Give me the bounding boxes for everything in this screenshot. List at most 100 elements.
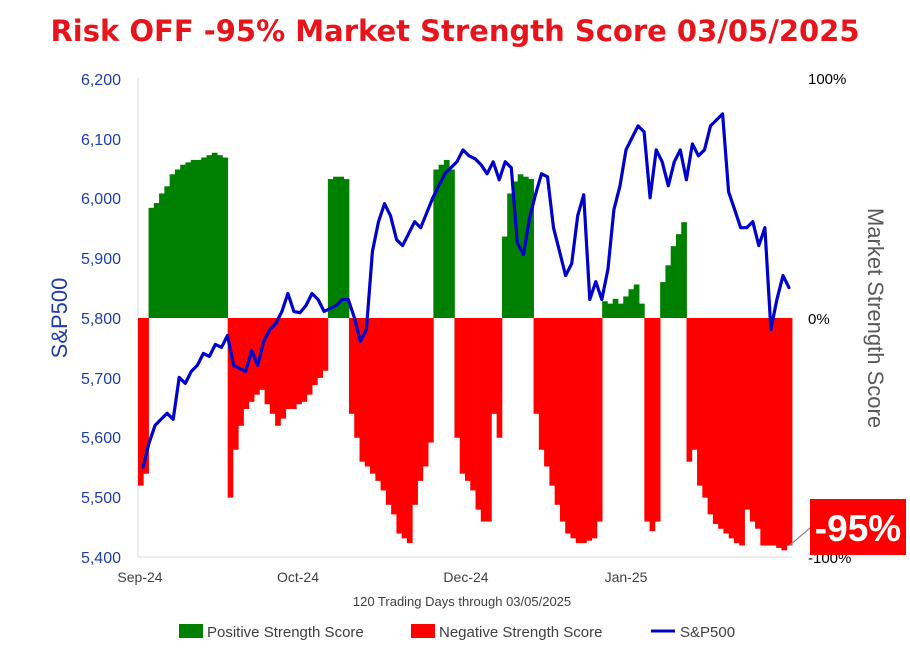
- positive-score-bar: [343, 179, 350, 318]
- negative-score-bar: [412, 318, 418, 505]
- positive-score-bar: [338, 176, 345, 318]
- positive-score-bar: [670, 246, 677, 318]
- negative-score-bar: [364, 318, 371, 467]
- positive-score-bar: [449, 169, 455, 318]
- positive-score-bar: [148, 207, 155, 318]
- negative-score-bar: [232, 318, 239, 450]
- positive-score-bar: [164, 186, 171, 318]
- negative-score-bar: [770, 318, 777, 546]
- negative-score-bar: [755, 318, 761, 529]
- negative-score-bar: [380, 318, 387, 491]
- negative-score-bar: [475, 318, 482, 510]
- y-left-tick-label: 6,100: [81, 132, 121, 149]
- negative-score-bar: [649, 318, 656, 532]
- negative-score-bar: [401, 318, 408, 539]
- negative-score-bar: [301, 318, 308, 402]
- negative-score-bar: [575, 318, 582, 544]
- positive-score-bar: [681, 222, 687, 318]
- y-left-tick-label: 5,900: [81, 251, 121, 268]
- current-score-badge: [810, 499, 906, 555]
- negative-score-bar: [417, 318, 424, 481]
- positive-score-bar: [528, 179, 534, 318]
- positive-score-bar: [206, 155, 213, 318]
- negative-score-bar: [385, 318, 392, 505]
- negative-score-bar: [322, 318, 329, 371]
- negative-score-bar: [275, 318, 281, 426]
- negative-score-bar: [739, 318, 745, 546]
- negative-score-bar: [496, 318, 503, 438]
- negative-score-bar: [712, 318, 719, 524]
- x-tick-label: Oct-24: [277, 569, 319, 585]
- negative-score-bar: [422, 318, 429, 467]
- x-tick-label: Dec-24: [443, 569, 488, 585]
- positive-score-bar: [501, 236, 508, 318]
- negative-score-bar: [765, 318, 772, 546]
- legend-negative-swatch: [411, 624, 435, 638]
- negative-score-bar: [686, 318, 693, 462]
- negative-score-bar: [296, 318, 302, 405]
- legend-positive-swatch: [179, 624, 203, 638]
- negative-score-bar: [280, 318, 287, 419]
- positive-score-bar: [196, 159, 202, 318]
- negative-score-bar: [454, 318, 461, 438]
- chart-title: Risk OFF -95% Market Strength Score 03/0…: [50, 14, 859, 48]
- positive-score-bar: [443, 159, 450, 318]
- positive-score-bar: [327, 179, 334, 318]
- negative-score-bar: [248, 318, 255, 402]
- positive-score-bar: [217, 155, 223, 318]
- negative-score-bar: [348, 318, 355, 414]
- negative-score-bar: [391, 318, 397, 515]
- positive-score-bar: [153, 203, 160, 318]
- y-left-tick-label: 5,600: [81, 430, 121, 447]
- x-tick-label: Jan-25: [605, 569, 648, 585]
- positive-score-bar: [660, 282, 666, 318]
- positive-score-bar: [617, 303, 624, 318]
- negative-score-bar: [491, 318, 498, 414]
- negative-score-bar: [549, 318, 556, 486]
- y-left-tick-label: 5,700: [81, 371, 121, 388]
- negative-score-bar: [596, 318, 603, 522]
- negative-score-bar: [396, 318, 403, 534]
- negative-score-bar: [544, 318, 550, 467]
- x-axis-label: 120 Trading Days through 03/05/2025: [353, 594, 571, 609]
- legend-line-label: S&P500: [680, 624, 735, 641]
- positive-score-bar: [185, 162, 192, 318]
- negative-score-bar: [143, 318, 149, 474]
- negative-score-bar: [306, 318, 313, 395]
- positive-score-bar: [333, 176, 339, 318]
- negative-score-bar: [744, 318, 751, 510]
- negative-score-bar: [317, 318, 323, 378]
- negative-score-bar: [728, 318, 735, 539]
- legend: Positive Strength Score Negative Strengt…: [179, 624, 735, 641]
- negative-score-bar: [138, 318, 144, 486]
- negative-score-bar: [538, 318, 545, 450]
- negative-score-bar: [264, 318, 271, 405]
- negative-score-bar: [470, 318, 476, 491]
- y-left-tick-label: 5,400: [81, 550, 121, 567]
- strength-bars: [138, 152, 793, 551]
- legend-negative-label: Negative Strength Score: [439, 624, 602, 641]
- negative-score-bar: [586, 318, 592, 541]
- positive-score-bar: [665, 265, 672, 318]
- negative-score-bar: [486, 318, 492, 522]
- positive-score-bar: [190, 159, 197, 318]
- negative-score-bar: [733, 318, 740, 544]
- positive-score-bar: [628, 289, 635, 318]
- negative-score-bar: [749, 318, 756, 522]
- positive-score-bar: [201, 157, 207, 318]
- negative-score-bar: [781, 318, 788, 551]
- positive-score-bar: [211, 152, 218, 318]
- negative-score-bar: [459, 318, 466, 474]
- positive-score-bar: [159, 193, 165, 318]
- negative-score-bar: [760, 318, 767, 546]
- negative-score-bar: [238, 318, 244, 426]
- positive-score-bar: [180, 164, 186, 318]
- negative-score-bar: [533, 318, 540, 414]
- positive-score-bar: [639, 303, 645, 318]
- x-tick-label: Sep-24: [117, 569, 162, 585]
- y-left-tick-label: 6,000: [81, 191, 121, 208]
- positive-score-bar: [612, 298, 619, 318]
- y-right-tick-label: 100%: [808, 71, 846, 88]
- y-left-axis-label: S&P500: [47, 278, 72, 359]
